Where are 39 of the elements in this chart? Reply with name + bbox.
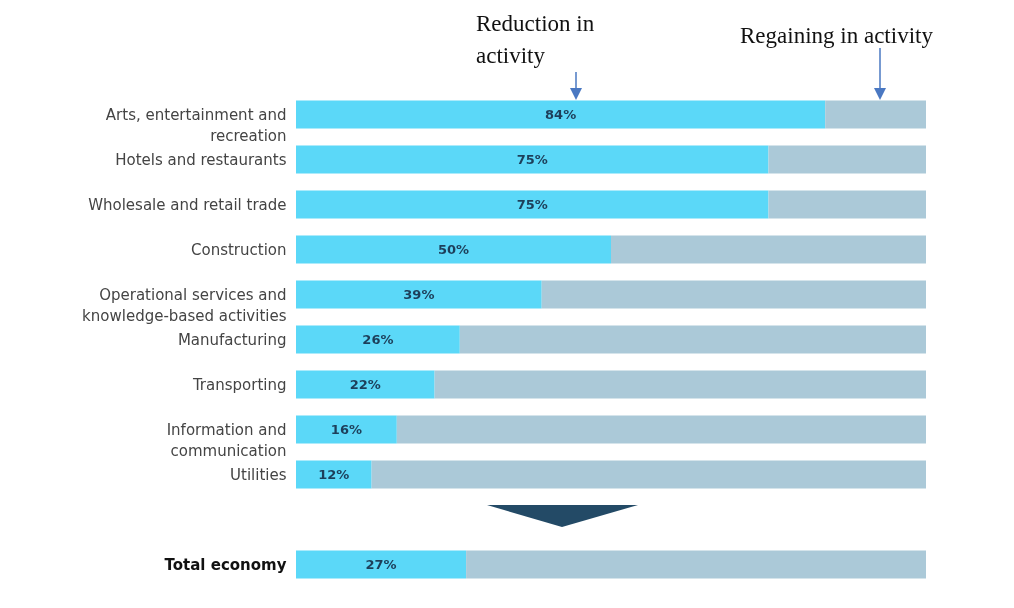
data-label: 75%	[516, 196, 548, 212]
y-tick-label: Total economy	[164, 555, 287, 574]
data-label: 27%	[365, 556, 397, 572]
y-tick-label: Information and communication	[166, 420, 287, 460]
y-tick-label: Wholesale and retail trade	[88, 195, 287, 214]
y-tick-label: Arts, entertainment and recreation	[105, 105, 287, 145]
bar	[396, 415, 926, 444]
bar	[296, 280, 542, 309]
data-label: 50%	[437, 241, 470, 257]
data-label: 22%	[349, 376, 381, 392]
data-label: 84%	[545, 106, 577, 122]
y-tick-label: Construction	[190, 240, 287, 259]
bar	[459, 325, 926, 354]
data-label: 39%	[403, 286, 435, 302]
bar	[434, 370, 926, 399]
y-tick-label: Utilities	[230, 465, 287, 484]
data-label: 26%	[362, 331, 394, 347]
bar	[611, 235, 926, 264]
bar	[296, 145, 769, 174]
y-tick-label: Manufacturing	[177, 330, 287, 349]
bar	[296, 100, 826, 129]
text: Regaining in activity	[740, 22, 934, 50]
data-label: 16%	[330, 421, 362, 437]
bar	[296, 325, 460, 354]
bar	[296, 190, 769, 219]
bar	[371, 460, 926, 489]
bar	[296, 370, 435, 399]
bar	[296, 415, 397, 444]
y-tick-label: Transporting	[191, 375, 287, 394]
y-tick-label: Operational services and knowledge-based activities	[82, 285, 287, 325]
bar	[825, 100, 926, 129]
text: Reduction in activity	[476, 10, 596, 70]
y-tick-label: Hotels and restaurants	[115, 150, 287, 169]
bar	[768, 145, 926, 174]
bar	[296, 235, 611, 264]
data-label: 75%	[516, 151, 548, 167]
bar	[541, 280, 926, 309]
data-label: 12%	[318, 466, 350, 482]
bar	[768, 190, 926, 219]
